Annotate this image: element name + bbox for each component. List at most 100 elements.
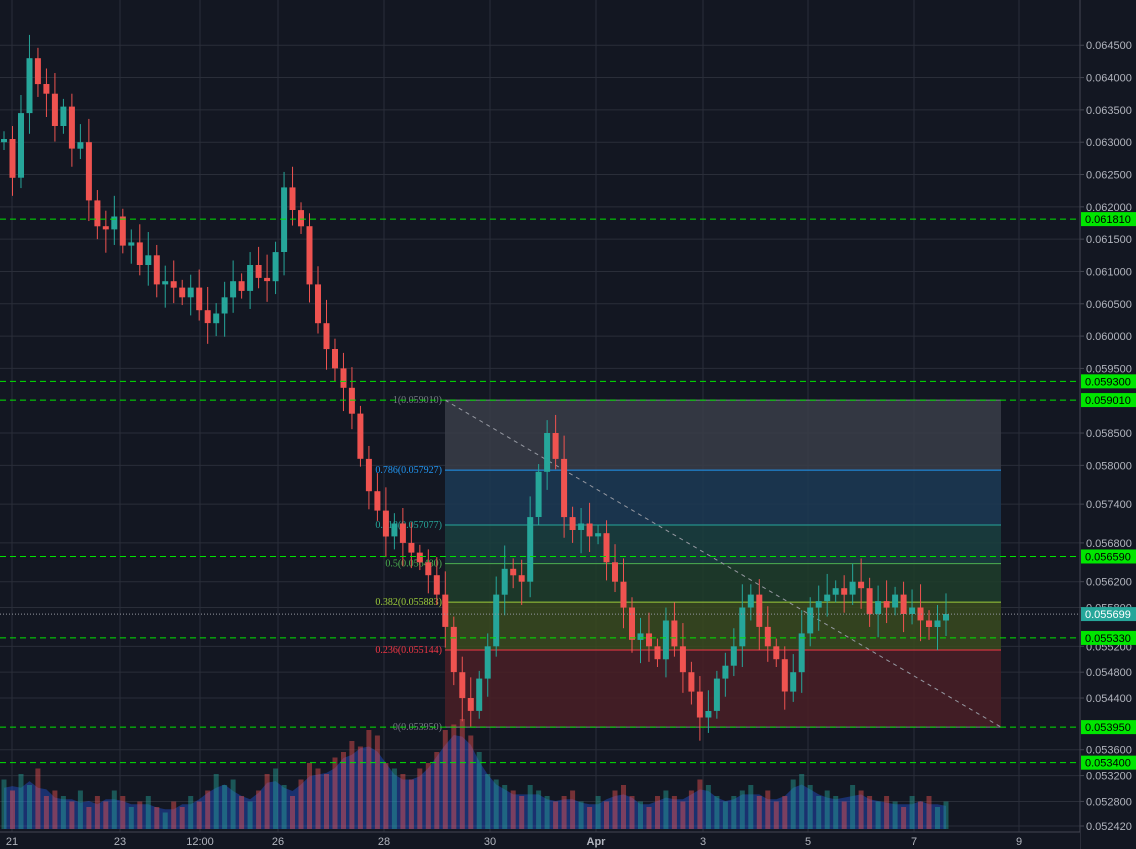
level-price-badge-text: 0.061810 xyxy=(1085,214,1131,226)
level-price-badge xyxy=(1081,720,1136,735)
candle-body xyxy=(730,646,737,666)
fibonacci-retracement[interactable]: 1(0.059010) 0.786(0.057927) 0.618(0.057077… xyxy=(375,395,1002,733)
candle-body xyxy=(119,216,126,246)
level-price-badge xyxy=(1081,212,1136,227)
candle-body xyxy=(128,242,135,246)
candle-body xyxy=(179,287,186,298)
volume-bar xyxy=(417,768,423,829)
time-tick-label: 23 xyxy=(114,836,126,848)
fib-level-label: 0.786(0.057927) xyxy=(375,465,442,476)
candle-body xyxy=(561,458,568,518)
volume-bar xyxy=(60,796,66,829)
candle-body xyxy=(926,620,932,627)
volume-bar xyxy=(391,768,397,829)
volume-bar xyxy=(196,801,202,829)
volume-bar xyxy=(366,730,372,829)
candle-body xyxy=(416,552,423,563)
time-tick-label: 12:00 xyxy=(186,836,214,848)
price-tick-label: 0.064000 xyxy=(1086,73,1132,85)
volume-bar xyxy=(400,774,406,829)
candle-body xyxy=(315,284,321,324)
candle-body xyxy=(620,581,627,608)
price-tick-label: 0.057400 xyxy=(1086,499,1132,511)
candle-body xyxy=(204,310,211,324)
candle-body xyxy=(51,93,58,126)
volume-bar xyxy=(324,774,329,829)
volume-bar xyxy=(595,796,601,829)
volume-bar xyxy=(773,801,779,829)
candle-body xyxy=(255,265,262,278)
time-axis[interactable]: 21 23 12:00 26 28 30 Apr 3 5 7 9 xyxy=(0,831,1080,849)
candle-body xyxy=(43,84,50,94)
candle-body xyxy=(552,433,559,459)
candle-body xyxy=(722,665,729,679)
volume-bar xyxy=(553,801,559,829)
volume-bar xyxy=(655,796,660,829)
candle-body xyxy=(213,313,220,324)
volume-bar xyxy=(909,796,915,829)
candle-body xyxy=(578,523,585,530)
fib-zone xyxy=(445,400,1001,471)
price-tick-label: 0.052420 xyxy=(1086,821,1132,833)
fib-level-label: 0.618(0.057077) xyxy=(375,520,442,531)
candle-body xyxy=(756,594,763,627)
volume-bar xyxy=(154,807,160,829)
volume-bar xyxy=(646,807,652,829)
volume-bar xyxy=(27,785,32,829)
volume-bar xyxy=(247,801,253,829)
volume-bar xyxy=(1,779,7,829)
volume-bar xyxy=(137,801,143,829)
volume-bar xyxy=(468,735,474,829)
candle-body xyxy=(849,581,856,595)
volume-bar xyxy=(816,796,822,829)
volume-bar xyxy=(739,790,745,829)
volume-bar xyxy=(612,790,618,829)
volume-bar xyxy=(867,796,873,829)
volume-bar xyxy=(824,790,830,829)
price-tick-label: 0.054800 xyxy=(1086,667,1132,679)
volume-bar xyxy=(374,735,380,829)
volume-bar xyxy=(570,790,576,829)
volume-bar xyxy=(858,790,864,829)
fib-level-label: 0.5(0.056480) xyxy=(385,559,442,570)
candle-body xyxy=(654,646,661,660)
level-price-badge-text: 0.056590 xyxy=(1085,551,1131,563)
volume-bar xyxy=(782,796,788,829)
candle-body xyxy=(679,646,686,673)
price-tick-label: 0.053200 xyxy=(1086,771,1132,783)
volume-bar xyxy=(111,790,117,829)
candle-body xyxy=(408,542,415,553)
time-tick-label: 3 xyxy=(700,836,706,848)
candle-body xyxy=(272,252,279,282)
volume-bar xyxy=(43,796,49,829)
candle-body xyxy=(798,633,805,673)
candle-body xyxy=(866,588,873,615)
candle-body xyxy=(883,601,890,608)
price-tick-label: 0.062500 xyxy=(1086,170,1132,182)
candle-body xyxy=(739,607,746,647)
candle-body xyxy=(518,575,525,582)
candle-body xyxy=(77,142,84,149)
candle-body xyxy=(900,594,907,614)
candle-body xyxy=(629,607,635,640)
volume-bar xyxy=(493,779,499,829)
volume-bar xyxy=(926,796,932,829)
candle-body xyxy=(569,517,576,530)
volume-bar xyxy=(307,763,312,829)
volume-bar xyxy=(459,719,465,829)
price-axis[interactable]: 0.064500 0.064000 0.063500 0.063000 0.062500… xyxy=(1079,0,1136,849)
candle-body xyxy=(493,594,500,647)
volume-bar xyxy=(587,807,593,829)
volume-bar xyxy=(688,790,694,829)
price-tick-label: 0.056800 xyxy=(1086,538,1132,550)
horizontal-levels[interactable] xyxy=(0,218,1080,764)
volume-bar xyxy=(290,796,295,829)
volume-bar xyxy=(86,807,92,829)
candle-body xyxy=(153,255,160,285)
candle-body xyxy=(170,281,177,288)
fib-zone xyxy=(445,602,1001,650)
candle-body xyxy=(875,601,882,614)
candle-body xyxy=(399,523,406,543)
volume-bar xyxy=(179,807,185,829)
